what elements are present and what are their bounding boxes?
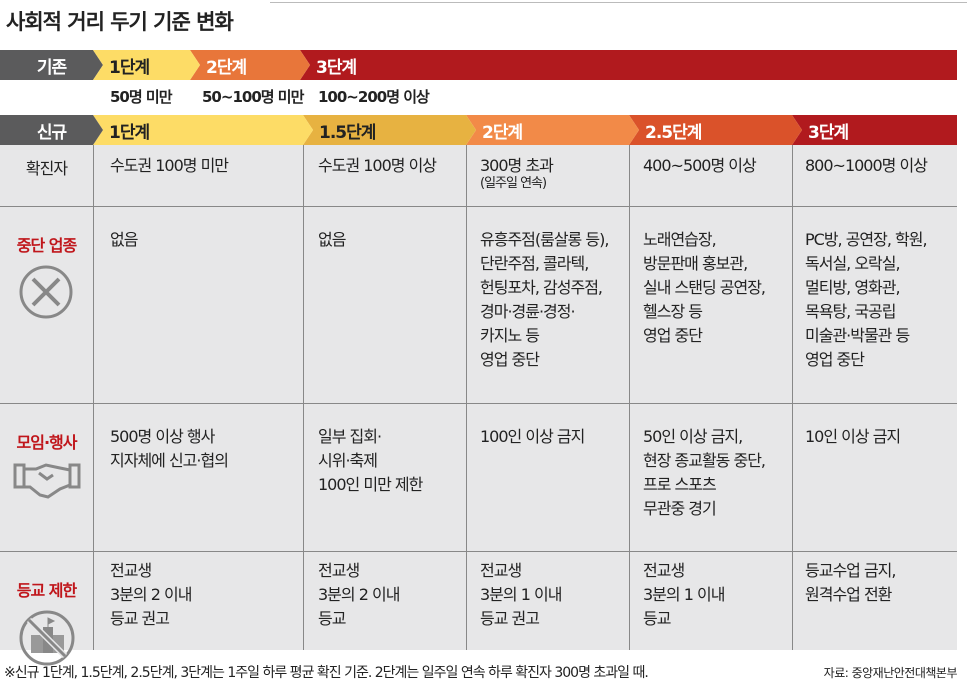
old-stage-1: 1단계 (93, 50, 200, 80)
old-stage-2: 2단계 (190, 50, 310, 80)
column-divider (792, 145, 793, 650)
new-label: 신규 (0, 115, 103, 145)
old-stage-criterion: 100~200명 이상 (318, 88, 430, 106)
table-cell: 500명 이상 행사 지자체에 신고·협의 (110, 427, 229, 470)
column-divider (629, 145, 630, 650)
table-cell: 800~1000명 이상 (805, 156, 928, 175)
row-divider (0, 403, 957, 404)
source-credit: 자료: 중앙재난안전대책본부 (823, 666, 958, 680)
table-cell: 일부 집회· 시위·축제 100인 미만 제한 (318, 427, 423, 494)
table-cell: 100인 이상 금지 (480, 427, 585, 446)
page-title: 사회적 거리 두기 기준 변화 (6, 10, 234, 34)
table-cell: 300명 초과 (480, 156, 554, 175)
table-cell: 등교수업 금지, 원격수업 전환 (805, 561, 896, 604)
no-school-icon (18, 609, 76, 671)
table-cell: 유흥주점(룸살롱 등), 단란주점, 콜라텍, 헌팅포차, 감성주점, 경마·경… (480, 230, 609, 369)
table-cell: 수도권 100명 이상 (318, 156, 437, 175)
new-stage-1.5단계: 1.5단계 (303, 115, 476, 145)
footnote: ※신규 1단계, 1.5단계, 2.5단계, 3단계는 1주일 하루 평균 확진… (4, 665, 649, 681)
row-label-1: 확진자 (25, 159, 68, 178)
row-label-3: 모임·행사 (16, 433, 78, 452)
old-stage-criterion: 50~100명 미만 (202, 88, 304, 106)
comparison-table (0, 145, 957, 650)
new-stage-2단계: 2단계 (466, 115, 639, 145)
table-cell: 50인 이상 금지, 현장 종교활동 중단, 프로 스포츠 무관중 경기 (643, 427, 766, 518)
table-cell: PC방, 공연장, 학원, 독서실, 오락실, 멀티방, 영화관, 목욕탕, 국… (805, 230, 928, 369)
handshake-icon (13, 461, 81, 505)
column-divider (303, 145, 304, 650)
new-stage-2.5단계: 2.5단계 (629, 115, 802, 145)
table-cell: 전교생 3분의 2 이내 등교 (318, 561, 400, 628)
table-cell: 노래연습장, 방문판매 홍보관, 실내 스탠딩 공연장, 헬스장 등 영업 중단 (643, 230, 766, 345)
cell-note: (일주일 연속) (480, 176, 547, 191)
row-divider (0, 551, 957, 552)
divider (270, 2, 967, 3)
row-label-2: 중단 업종 (16, 236, 77, 255)
x-circle-icon (18, 264, 74, 324)
table-cell: 전교생 3분의 2 이내 등교 권고 (110, 561, 192, 628)
row-divider (0, 206, 957, 207)
old-stage-criterion: 50명 미만 (110, 88, 172, 106)
table-cell: 10인 이상 금지 (805, 427, 901, 446)
table-cell: 전교생 3분의 1 이내 등교 권고 (480, 561, 562, 628)
old-stage-3: 3단계 (300, 50, 957, 80)
table-cell: 없음 (110, 230, 138, 249)
column-divider (93, 145, 94, 650)
table-cell: 전교생 3분의 1 이내 등교 (643, 561, 725, 628)
column-divider (466, 145, 467, 650)
old-label: 기존 (0, 50, 103, 80)
new-stage-1단계: 1단계 (93, 115, 313, 145)
table-cell: 400~500명 이상 (643, 156, 757, 175)
table-cell: 수도권 100명 미만 (110, 156, 229, 175)
new-stage-3단계: 3단계 (792, 115, 957, 145)
table-cell: 없음 (318, 230, 346, 249)
row-label-4: 등교 제한 (16, 581, 77, 600)
